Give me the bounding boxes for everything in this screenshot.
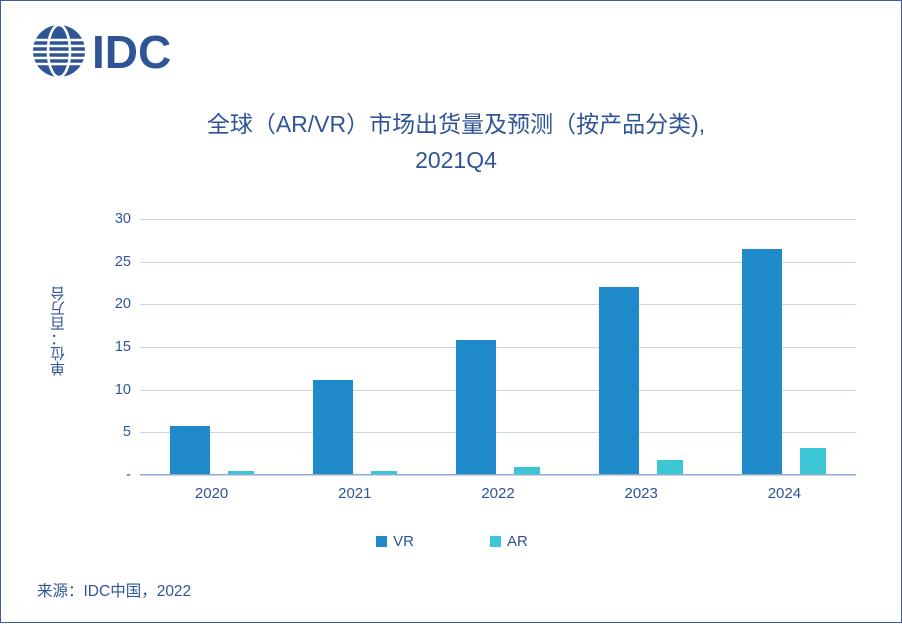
bar-group [140, 218, 283, 474]
bar-vr[interactable] [312, 380, 353, 474]
plot-region: - 5 10 15 20 25 30 [115, 211, 856, 483]
y-gridline [140, 304, 856, 306]
bar-group [570, 218, 713, 474]
legend-item-ar[interactable]: AR [490, 533, 528, 550]
y-gridline [140, 432, 856, 434]
bar-group [713, 218, 856, 474]
bar-vr[interactable] [455, 340, 496, 474]
y-gridline [140, 347, 856, 348]
x-axis-tick-label: 2021 [338, 485, 372, 502]
y-gridline [140, 389, 856, 391]
page-title-line2: 2021Q4 [415, 147, 497, 173]
legend-item-vr[interactable]: VR [376, 533, 414, 550]
idc-logo: IDC [29, 23, 199, 79]
y-axis-tick-label: 20 [114, 296, 131, 313]
bar-ar[interactable] [800, 448, 827, 474]
y-gridline [140, 219, 856, 220]
source-note: 来源：IDC中国，2022 [37, 583, 192, 600]
svg-text:IDC: IDC [92, 26, 171, 78]
bar-group [283, 218, 426, 474]
bar-ar[interactable] [513, 467, 540, 474]
y-gridline [140, 475, 856, 476]
legend-label: AR [507, 533, 528, 550]
y-axis-tick-label: - [126, 467, 131, 483]
y-axis-tick-label: 15 [114, 339, 131, 355]
bar-group [426, 218, 569, 474]
chart-legend: VR AR [1, 533, 902, 550]
y-axis-tick-label: 25 [114, 253, 131, 270]
y-axis-tick-label: 10 [114, 381, 131, 398]
y-axis-tick-label: 30 [114, 211, 131, 227]
bar-vr[interactable] [169, 426, 210, 474]
x-axis-tick-label: 2023 [624, 485, 658, 502]
bar-vr[interactable] [599, 287, 640, 474]
x-axis-tick-label: 2022 [481, 485, 515, 502]
y-gridline [140, 261, 856, 263]
legend-swatch-icon [376, 536, 388, 547]
page-title: 全球（AR/VR）市场出货量及预测（按产品分类), 2021Q4 [91, 106, 821, 178]
bar-ar[interactable] [657, 460, 684, 474]
bar-ar[interactable] [370, 471, 397, 474]
page-title-line1: 全球（AR/VR）市场出货量及预测（按产品分类), [206, 111, 706, 137]
x-axis-tick-label: 2024 [767, 485, 802, 502]
legend-label: VR [393, 533, 414, 550]
y-axis-title: 单位：百万台 [50, 286, 67, 376]
y-axis-tick-label: 5 [122, 424, 131, 441]
bar-ar[interactable] [227, 471, 254, 474]
legend-swatch-icon [490, 536, 501, 547]
x-axis-line [140, 474, 856, 475]
x-axis-tick-label: 2020 [194, 485, 229, 502]
bar-vr[interactable] [742, 248, 783, 474]
